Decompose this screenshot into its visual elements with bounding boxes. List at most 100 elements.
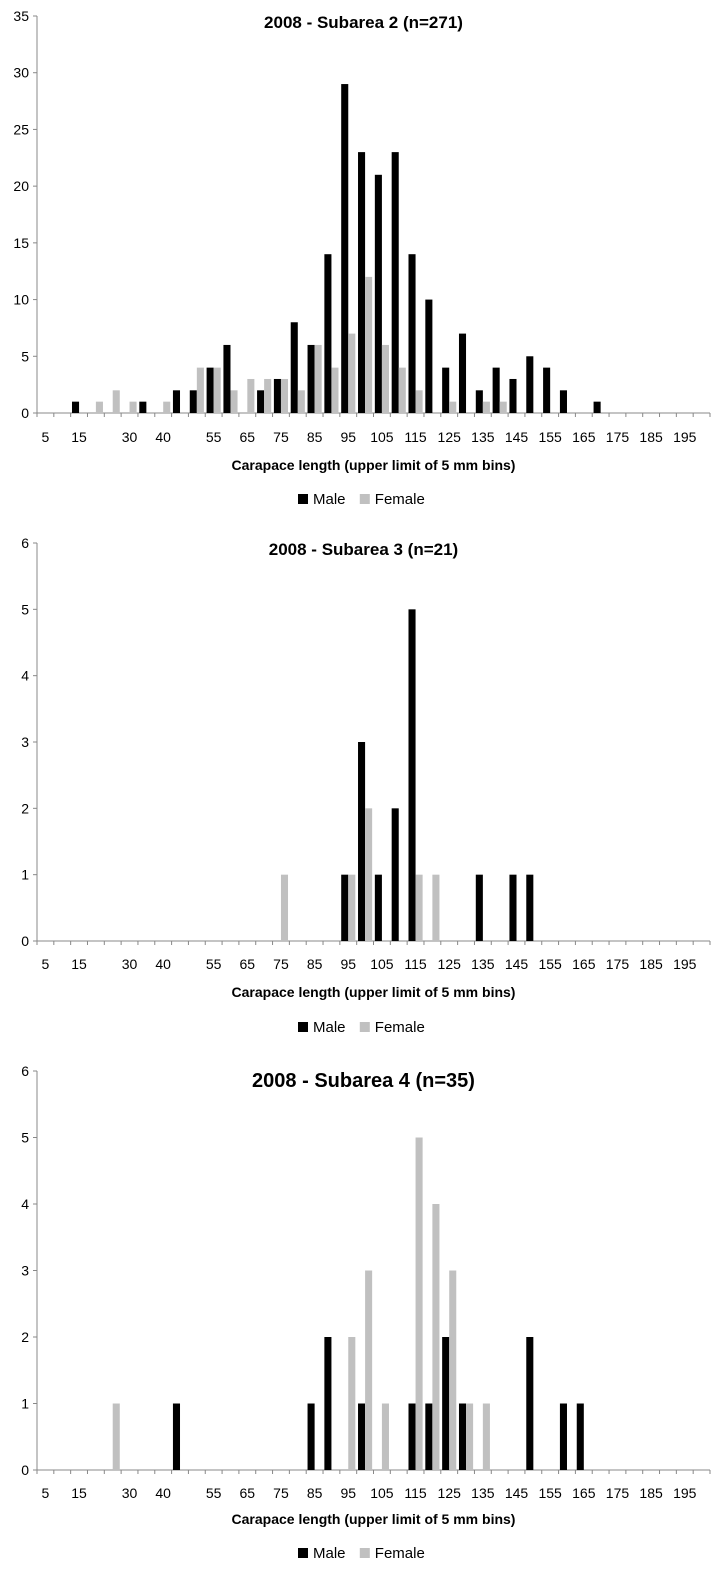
x-tick-label: 115 <box>404 429 427 445</box>
y-tick-label: 2 <box>21 1329 29 1345</box>
bar-female <box>348 874 356 941</box>
y-tick-label: 6 <box>21 1063 29 1079</box>
x-tick-label: 105 <box>370 956 394 972</box>
x-tick-label: 95 <box>340 1485 356 1501</box>
bar-male <box>442 1337 450 1470</box>
bar-male <box>442 367 450 413</box>
bar-female <box>415 1137 423 1470</box>
bar-male <box>593 401 601 413</box>
bar-male <box>139 401 147 413</box>
bar-female <box>365 276 373 413</box>
x-tick-label: 185 <box>639 429 663 445</box>
legend-label-male: Male <box>313 491 346 508</box>
x-axis-label: Carapace length (upper limit of 5 mm bin… <box>232 984 516 1000</box>
bar-male <box>391 808 399 941</box>
bar-female <box>280 378 289 413</box>
x-tick-label: 85 <box>307 429 323 445</box>
bar-male <box>526 356 534 413</box>
bar-male <box>408 1403 416 1470</box>
legend-swatch-male <box>298 494 308 504</box>
legend-swatch-female <box>359 1022 370 1032</box>
bar-male <box>408 254 416 413</box>
y-tick-label: 35 <box>13 8 29 24</box>
x-tick-label: 115 <box>404 956 427 972</box>
bar-male <box>509 874 517 941</box>
x-tick-label: 15 <box>71 429 87 445</box>
y-tick-label: 4 <box>21 668 29 684</box>
x-tick-label: 30 <box>122 1485 138 1501</box>
y-tick-label: 30 <box>13 65 29 81</box>
x-tick-label: 65 <box>240 956 256 972</box>
legend-label-female: Female <box>375 1545 425 1562</box>
bar-male <box>223 344 231 413</box>
bar-male <box>324 1337 332 1470</box>
legend-label-female: Female <box>375 1019 425 1036</box>
x-tick-label: 55 <box>206 956 222 972</box>
bar-female <box>314 344 322 413</box>
y-tick-label: 1 <box>21 1396 29 1412</box>
bar-female <box>196 367 204 413</box>
x-tick-label: 165 <box>572 1485 596 1501</box>
bar-male <box>189 390 197 413</box>
y-tick-label: 1 <box>21 867 29 883</box>
legend-swatch-female <box>359 494 370 504</box>
bar-female <box>449 401 457 413</box>
bar-male <box>172 390 181 413</box>
bar-female <box>297 390 305 413</box>
y-tick-label: 20 <box>13 178 29 194</box>
y-tick-label: 6 <box>21 535 29 551</box>
x-tick-label: 5 <box>42 1485 50 1501</box>
x-tick-label: 65 <box>240 1485 256 1501</box>
x-tick-label: 15 <box>71 956 87 972</box>
x-tick-label: 55 <box>206 1485 222 1501</box>
bar-female <box>499 401 507 413</box>
x-tick-label: 155 <box>538 956 562 972</box>
bar-male <box>526 1337 534 1470</box>
bar-female <box>381 344 389 413</box>
x-tick-label: 155 <box>538 429 562 445</box>
bar-female <box>482 401 490 413</box>
x-tick-label: 105 <box>370 429 394 445</box>
bar-male <box>341 874 349 941</box>
x-tick-label: 105 <box>370 1485 394 1501</box>
y-tick-label: 25 <box>13 121 29 137</box>
bar-male <box>458 1403 467 1470</box>
bar-male <box>526 874 534 941</box>
legend-swatch-female <box>359 1548 370 1558</box>
y-tick-label: 2 <box>21 800 29 816</box>
bar-female <box>348 1337 356 1470</box>
chart-title: 2008 - Subarea 2 (n=271) <box>264 13 463 32</box>
x-tick-label: 95 <box>340 429 356 445</box>
bar-male <box>358 742 366 941</box>
x-tick-label: 125 <box>438 1485 462 1501</box>
x-tick-label: 95 <box>340 956 356 972</box>
legend-swatch-male <box>298 1022 308 1032</box>
bar-female <box>264 378 272 413</box>
x-tick-label: 40 <box>155 429 171 445</box>
bar-male <box>425 299 433 413</box>
bar-female <box>213 367 221 413</box>
legend-label-male: Male <box>313 1545 346 1562</box>
bar-male <box>559 390 567 413</box>
bar-male <box>307 1403 315 1470</box>
bar-female <box>381 1403 389 1470</box>
bar-female <box>348 333 356 413</box>
x-tick-label: 75 <box>273 956 289 972</box>
legend-label-male: Male <box>313 1019 346 1036</box>
bar-male <box>273 378 281 413</box>
bar-male <box>172 1403 181 1470</box>
x-tick-label: 30 <box>122 429 138 445</box>
x-tick-label: 145 <box>505 1485 529 1501</box>
bar-male <box>374 874 382 941</box>
x-tick-label: 195 <box>673 429 697 445</box>
x-tick-label: 165 <box>572 429 596 445</box>
x-tick-label: 145 <box>505 429 529 445</box>
x-tick-label: 145 <box>505 956 529 972</box>
y-tick-label: 0 <box>21 1462 29 1478</box>
x-tick-label: 175 <box>606 429 630 445</box>
x-tick-label: 5 <box>42 956 50 972</box>
bar-female <box>280 874 289 941</box>
legend-swatch-male <box>298 1548 308 1558</box>
y-tick-label: 0 <box>21 933 29 949</box>
